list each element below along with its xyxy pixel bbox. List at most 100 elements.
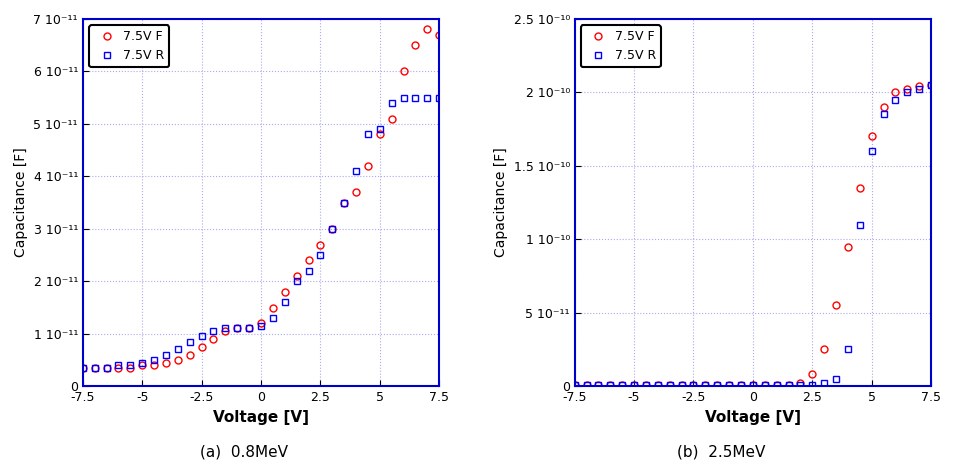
7.5V F — [676, 382, 688, 388]
Text: (a)  0.8MeV: (a) 0.8MeV — [200, 445, 287, 460]
7.5V F — [137, 362, 148, 368]
7.5V F — [878, 104, 889, 110]
Line: 7.5V F: 7.5V F — [571, 81, 935, 389]
7.5V F — [303, 258, 314, 263]
Legend: 7.5V F, 7.5V R: 7.5V F, 7.5V R — [581, 25, 661, 67]
7.5V R — [854, 222, 865, 227]
7.5V F — [842, 244, 854, 250]
7.5V F — [160, 360, 172, 365]
7.5V F — [267, 305, 279, 310]
7.5V F — [279, 289, 290, 294]
7.5V R — [664, 382, 675, 388]
7.5V F — [866, 134, 878, 139]
7.5V R — [581, 382, 592, 388]
Line: 7.5V F: 7.5V F — [79, 26, 443, 371]
7.5V F — [628, 382, 640, 388]
7.5V R — [434, 95, 445, 100]
7.5V F — [77, 365, 89, 371]
7.5V R — [160, 352, 172, 357]
7.5V F — [605, 382, 616, 388]
7.5V F — [327, 226, 338, 232]
7.5V F — [640, 382, 651, 388]
7.5V F — [700, 382, 711, 388]
7.5V R — [244, 325, 255, 331]
7.5V F — [362, 163, 373, 169]
7.5V R — [700, 382, 711, 388]
7.5V R — [315, 252, 327, 258]
7.5V R — [279, 300, 290, 305]
7.5V F — [771, 382, 782, 388]
7.5V R — [148, 357, 159, 363]
7.5V R — [374, 126, 386, 132]
7.5V R — [410, 95, 421, 100]
7.5V R — [196, 333, 207, 339]
7.5V F — [196, 344, 207, 349]
7.5V R — [747, 382, 758, 388]
7.5V F — [208, 336, 220, 342]
7.5V R — [628, 382, 640, 388]
7.5V F — [747, 382, 758, 388]
7.5V F — [231, 325, 243, 331]
7.5V F — [914, 84, 925, 89]
7.5V R — [398, 95, 410, 100]
7.5V R — [925, 82, 937, 88]
7.5V R — [101, 365, 113, 371]
7.5V F — [244, 325, 255, 331]
7.5V F — [569, 382, 581, 388]
7.5V R — [137, 360, 148, 365]
7.5V F — [723, 382, 734, 388]
7.5V F — [113, 365, 124, 371]
7.5V F — [652, 382, 664, 388]
7.5V F — [807, 372, 818, 377]
Line: 7.5V R: 7.5V R — [79, 94, 443, 371]
7.5V R — [184, 339, 196, 344]
7.5V R — [676, 382, 688, 388]
7.5V R — [688, 382, 699, 388]
7.5V F — [184, 352, 196, 357]
7.5V R — [866, 148, 878, 154]
7.5V F — [830, 302, 841, 308]
7.5V R — [303, 268, 314, 274]
7.5V R — [617, 382, 628, 388]
7.5V F — [902, 87, 913, 92]
Y-axis label: Capacitance [F]: Capacitance [F] — [14, 148, 28, 258]
7.5V R — [842, 347, 854, 352]
7.5V F — [315, 242, 327, 247]
X-axis label: Voltage [V]: Voltage [V] — [705, 410, 801, 425]
7.5V R — [113, 362, 124, 368]
7.5V F — [350, 189, 362, 195]
7.5V R — [124, 362, 136, 368]
7.5V R — [255, 323, 266, 329]
7.5V R — [421, 95, 433, 100]
7.5V R — [362, 131, 373, 137]
7.5V F — [398, 69, 410, 74]
Y-axis label: Capacitance [F]: Capacitance [F] — [494, 148, 508, 258]
7.5V R — [593, 382, 605, 388]
7.5V F — [854, 185, 865, 191]
7.5V R — [172, 347, 183, 352]
7.5V F — [581, 382, 592, 388]
7.5V R — [267, 315, 279, 321]
7.5V R — [759, 382, 771, 388]
7.5V R — [386, 100, 397, 106]
7.5V F — [818, 347, 830, 352]
7.5V F — [374, 131, 386, 137]
7.5V R — [771, 382, 782, 388]
7.5V R — [914, 87, 925, 92]
7.5V F — [386, 116, 397, 122]
7.5V R — [652, 382, 664, 388]
7.5V F — [410, 42, 421, 48]
7.5V F — [688, 382, 699, 388]
7.5V F — [925, 82, 937, 88]
Legend: 7.5V F, 7.5V R: 7.5V F, 7.5V R — [89, 25, 169, 67]
7.5V R — [807, 382, 818, 388]
7.5V F — [617, 382, 628, 388]
7.5V R — [723, 382, 734, 388]
7.5V F — [291, 273, 303, 279]
7.5V R — [569, 382, 581, 388]
X-axis label: Voltage [V]: Voltage [V] — [213, 410, 309, 425]
7.5V R — [350, 168, 362, 174]
7.5V R — [77, 365, 89, 371]
7.5V R — [878, 112, 889, 117]
7.5V F — [735, 382, 747, 388]
